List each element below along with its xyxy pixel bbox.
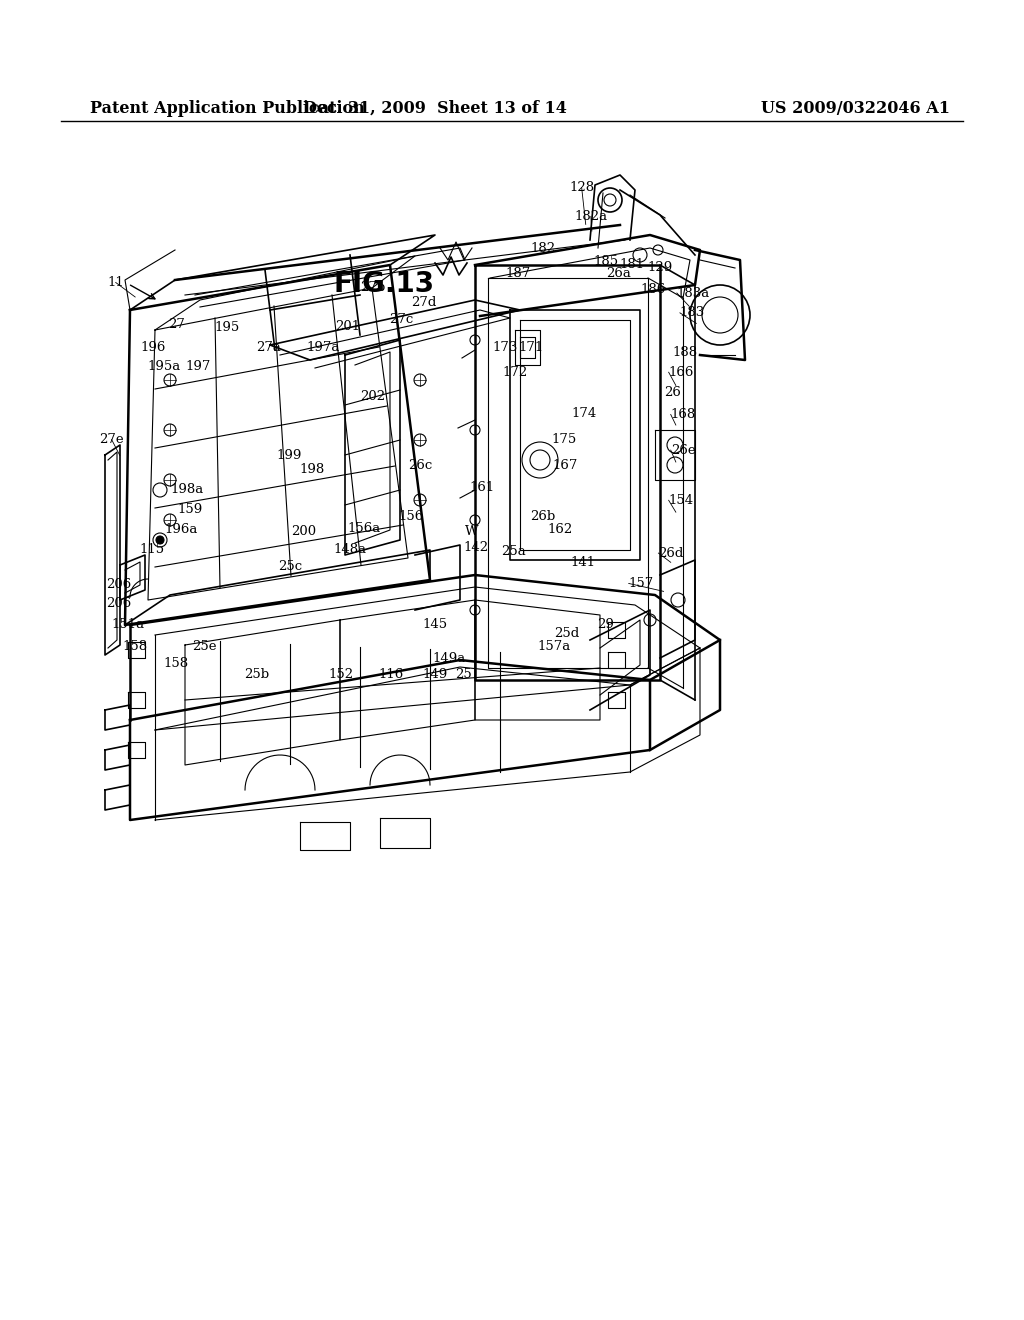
Text: 26: 26: [665, 385, 681, 399]
Text: 26c: 26c: [408, 459, 432, 473]
Text: 167: 167: [553, 459, 578, 473]
Text: 197: 197: [185, 360, 210, 374]
Text: 197a: 197a: [307, 341, 340, 354]
Text: 116: 116: [379, 668, 403, 681]
Text: 182: 182: [530, 242, 555, 255]
Text: 206: 206: [106, 597, 131, 610]
Text: 128: 128: [569, 181, 594, 194]
Text: US 2009/0322046 A1: US 2009/0322046 A1: [761, 100, 949, 116]
Text: 199: 199: [276, 449, 301, 462]
Text: 162: 162: [548, 523, 572, 536]
Text: 129: 129: [648, 261, 673, 275]
Text: 26d: 26d: [658, 546, 684, 560]
Text: 187: 187: [506, 267, 530, 280]
Text: 11: 11: [108, 276, 124, 289]
Text: 27e: 27e: [99, 433, 124, 446]
Text: 157: 157: [629, 577, 654, 590]
Text: 27b: 27b: [360, 281, 385, 294]
Text: 196: 196: [141, 341, 166, 354]
Text: 142: 142: [464, 541, 488, 554]
Text: Dec. 31, 2009  Sheet 13 of 14: Dec. 31, 2009 Sheet 13 of 14: [303, 100, 567, 116]
Text: 195: 195: [215, 321, 240, 334]
Text: 25d: 25d: [554, 627, 579, 640]
Text: 25c: 25c: [278, 560, 302, 573]
Text: 29: 29: [597, 618, 613, 631]
Text: Patent Application Publication: Patent Application Publication: [90, 100, 365, 116]
Text: 198a: 198a: [171, 483, 204, 496]
Text: 159: 159: [178, 503, 203, 516]
Text: 188: 188: [673, 346, 698, 359]
Text: 141: 141: [570, 556, 595, 569]
Text: 154: 154: [669, 494, 694, 507]
Text: 25: 25: [456, 668, 472, 681]
Text: 181: 181: [620, 257, 644, 271]
Text: 149: 149: [423, 668, 447, 681]
Text: 148a: 148a: [334, 543, 367, 556]
Text: 27d: 27d: [412, 296, 436, 309]
Text: 26e: 26e: [671, 444, 695, 457]
Text: 115: 115: [139, 543, 164, 556]
Text: 168: 168: [671, 408, 696, 421]
Text: 206: 206: [106, 578, 131, 591]
Text: 202: 202: [360, 389, 385, 403]
Text: 152: 152: [329, 668, 353, 681]
Text: 196a: 196a: [165, 523, 198, 536]
Text: 149a: 149a: [433, 652, 466, 665]
Text: 158: 158: [164, 657, 188, 671]
Text: 26a: 26a: [606, 267, 631, 280]
Text: 27a: 27a: [256, 341, 281, 354]
Text: 25b: 25b: [245, 668, 269, 681]
Text: 151a: 151a: [112, 618, 144, 631]
Text: 158: 158: [123, 640, 147, 653]
Text: 175: 175: [552, 433, 577, 446]
Text: 27: 27: [168, 318, 184, 331]
Text: 145: 145: [423, 618, 447, 631]
Text: 186: 186: [641, 282, 666, 296]
Text: 26b: 26b: [530, 510, 555, 523]
Text: 195a: 195a: [147, 360, 180, 374]
Text: 174: 174: [571, 407, 596, 420]
Text: 182a: 182a: [574, 210, 607, 223]
Text: 27c: 27c: [389, 313, 414, 326]
Text: 173: 173: [493, 341, 517, 354]
Text: 25a: 25a: [501, 545, 525, 558]
Text: 198: 198: [300, 463, 325, 477]
Text: 183: 183: [680, 306, 706, 319]
Text: 200: 200: [292, 525, 316, 539]
Circle shape: [156, 536, 164, 544]
Text: W: W: [465, 525, 479, 539]
Text: 183a: 183a: [677, 286, 710, 300]
Text: 161: 161: [470, 480, 495, 494]
Text: 157a: 157a: [538, 640, 570, 653]
Text: 171: 171: [519, 341, 544, 354]
Text: 201: 201: [336, 319, 360, 333]
Text: 185: 185: [594, 255, 618, 268]
Text: 156: 156: [398, 510, 423, 523]
Text: 166: 166: [669, 366, 694, 379]
Text: FIG.13: FIG.13: [334, 269, 434, 298]
Text: 25e: 25e: [193, 640, 217, 653]
Text: 156a: 156a: [348, 521, 381, 535]
Text: 172: 172: [503, 366, 527, 379]
